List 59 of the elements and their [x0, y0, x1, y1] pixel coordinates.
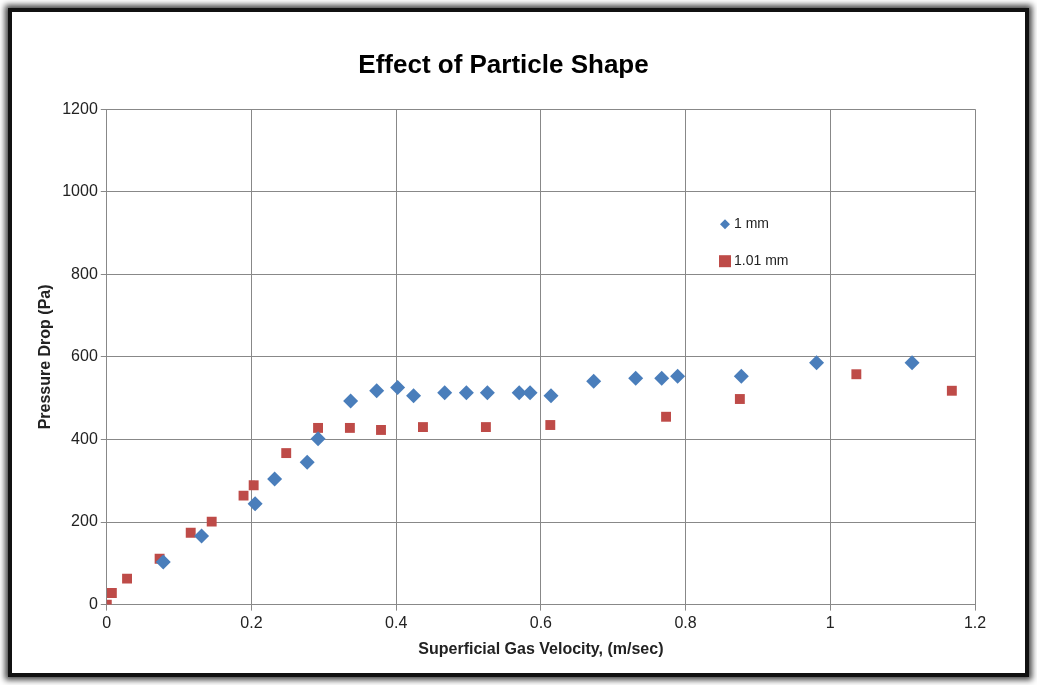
- point: [733, 368, 749, 384]
- point: [343, 393, 359, 409]
- y-tick-label: 1000: [62, 182, 98, 200]
- point: [194, 528, 210, 544]
- point: [238, 490, 249, 501]
- point: [511, 385, 527, 401]
- point: [904, 355, 920, 371]
- x-tick-label: 0.2: [240, 613, 263, 631]
- point: [545, 420, 556, 430]
- point: [851, 369, 862, 380]
- point: [458, 385, 474, 401]
- point: [313, 422, 324, 433]
- y-tick-label: 600: [71, 347, 98, 365]
- point: [155, 554, 171, 570]
- y-tick-label: 1200: [62, 99, 98, 117]
- y-tick-label: 200: [71, 512, 98, 530]
- point: [247, 496, 263, 512]
- point: [344, 422, 355, 433]
- point: [479, 385, 495, 401]
- point: [809, 355, 825, 371]
- x-tick-label: 1: [825, 613, 835, 631]
- point: [522, 385, 538, 401]
- point: [299, 454, 315, 470]
- point: [734, 394, 745, 404]
- point: [670, 368, 686, 384]
- x-axis-title: Superficial Gas Velocity, (m/sec): [418, 639, 664, 657]
- point: [418, 422, 428, 433]
- point: [122, 573, 132, 584]
- point: [106, 588, 117, 598]
- y-tick-label: 800: [71, 264, 98, 282]
- point: [437, 385, 453, 401]
- y-axis-title: Pressure Drop (Pa): [36, 284, 54, 430]
- point: [185, 527, 196, 538]
- point: [946, 385, 957, 396]
- x-tick-label: 0.4: [385, 613, 408, 631]
- x-tick-label: 0: [102, 613, 112, 631]
- point: [310, 431, 326, 447]
- x-tick-label: 0.6: [529, 613, 553, 631]
- point: [480, 422, 491, 433]
- x-tick-label: 0.8: [674, 613, 697, 631]
- legend-label: 1.01 mm: [734, 252, 789, 269]
- point: [390, 379, 406, 395]
- point: [628, 370, 644, 386]
- point: [206, 516, 217, 527]
- chart-title: Effect of Particle Shape: [358, 48, 649, 79]
- point: [281, 448, 292, 459]
- point: [661, 411, 672, 422]
- point: [543, 388, 559, 404]
- point: [376, 425, 386, 435]
- point: [406, 388, 422, 404]
- point: [248, 480, 259, 491]
- x-tick-label: 1.2: [963, 613, 987, 631]
- legend-label: 1 mm: [734, 215, 769, 232]
- point: [267, 471, 283, 487]
- point: [369, 383, 385, 399]
- y-tick-label: 0: [88, 595, 98, 613]
- point: [654, 370, 670, 386]
- point: [586, 373, 602, 389]
- y-tick-label: 400: [71, 429, 98, 447]
